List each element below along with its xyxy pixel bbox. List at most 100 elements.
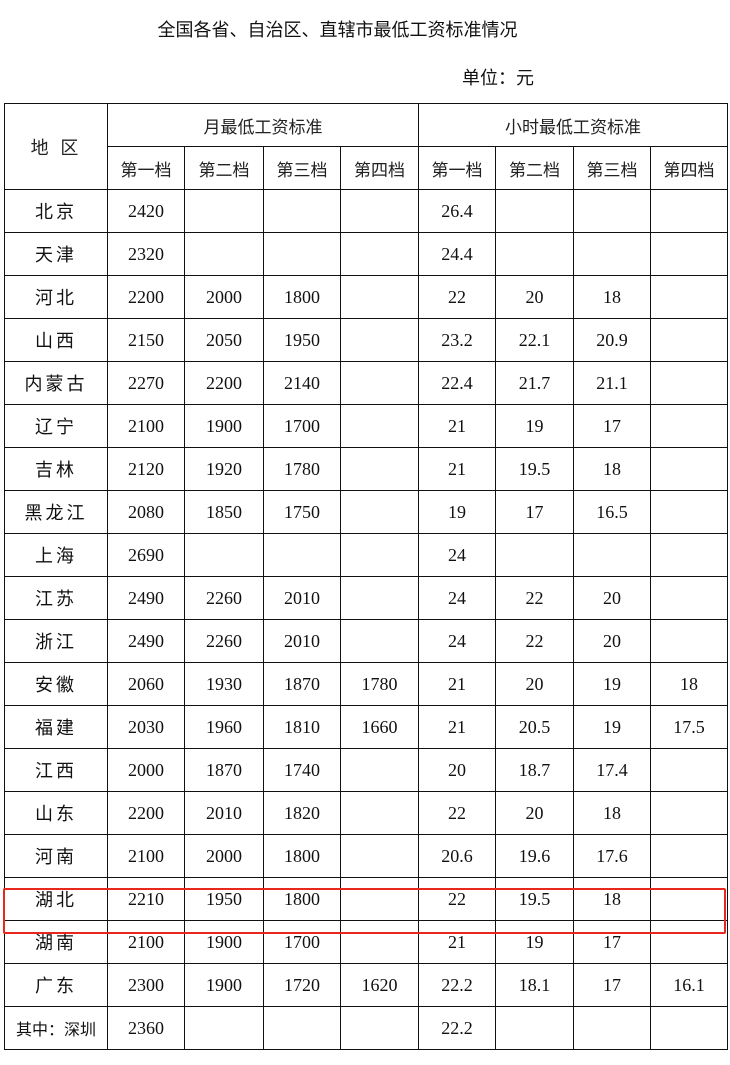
monthly-tier-4-cell — [340, 447, 419, 491]
region-cell: 福建 — [4, 705, 108, 749]
monthly-tier-2-cell: 1930 — [184, 662, 264, 706]
monthly-tier-3-cell — [263, 1006, 341, 1050]
region-cell: 浙江 — [4, 619, 108, 663]
table-row: 山东 2200 2010 1820 22 20 18 — [4, 791, 728, 835]
monthly-tier-3-header: 第三档 — [263, 146, 341, 190]
monthly-tier-3-cell: 1810 — [263, 705, 341, 749]
monthly-tier-4-cell — [340, 189, 419, 233]
hourly-tier-3-cell — [573, 232, 651, 276]
table-row: 浙江 2490 2260 2010 24 22 20 — [4, 619, 728, 663]
monthly-tier-1-cell: 2690 — [107, 533, 185, 577]
monthly-tier-4-cell — [340, 533, 419, 577]
hourly-tier-4-cell — [650, 1006, 728, 1050]
hourly-tier-4-cell — [650, 533, 728, 577]
monthly-tier-2-cell: 2260 — [184, 619, 264, 663]
hourly-tier-4-cell — [650, 275, 728, 319]
region-cell: 天津 — [4, 232, 108, 276]
monthly-tier-2-cell: 1900 — [184, 404, 264, 448]
monthly-tier-1-cell: 2120 — [107, 447, 185, 491]
hourly-tier-2-cell: 21.7 — [495, 361, 574, 405]
table-row: 北京 2420 26.4 — [4, 189, 728, 233]
table-row: 黑龙江 2080 1850 1750 19 17 16.5 — [4, 490, 728, 534]
region-cell: 广东 — [4, 963, 108, 1007]
monthly-tier-2-cell: 1900 — [184, 920, 264, 964]
hourly-tier-2-cell: 19.6 — [495, 834, 574, 878]
hourly-tier-2-cell: 22 — [495, 576, 574, 620]
region-cell: 江西 — [4, 748, 108, 792]
table-row: 吉林 2120 1920 1780 21 19.5 18 — [4, 447, 728, 491]
monthly-tier-4-header: 第四档 — [340, 146, 419, 190]
hourly-tier-2-cell: 18.7 — [495, 748, 574, 792]
monthly-tier-1-cell: 2210 — [107, 877, 185, 921]
monthly-tier-3-cell — [263, 232, 341, 276]
hourly-tier-4-cell — [650, 576, 728, 620]
monthly-tier-1-cell: 2000 — [107, 748, 185, 792]
monthly-tier-3-cell: 1740 — [263, 748, 341, 792]
monthly-tier-3-cell: 1820 — [263, 791, 341, 835]
hourly-tier-3-cell: 18 — [573, 791, 651, 835]
hourly-tier-2-cell: 20.5 — [495, 705, 574, 749]
hourly-tier-3-cell: 19 — [573, 662, 651, 706]
monthly-tier-2-cell: 1870 — [184, 748, 264, 792]
monthly-tier-4-cell: 1660 — [340, 705, 419, 749]
table-row: 河南 2100 2000 1800 20.6 19.6 17.6 — [4, 834, 728, 878]
monthly-tier-2-header: 第二档 — [184, 146, 264, 190]
monthly-tier-1-cell: 2420 — [107, 189, 185, 233]
hourly-tier-4-cell — [650, 619, 728, 663]
hourly-tier-3-cell — [573, 189, 651, 233]
hourly-tier-4-cell: 18 — [650, 662, 728, 706]
monthly-tier-2-cell: 2010 — [184, 791, 264, 835]
hourly-tier-4-cell — [650, 748, 728, 792]
monthly-tier-2-cell: 2260 — [184, 576, 264, 620]
region-cell: 河北 — [4, 275, 108, 319]
hourly-tier-1-cell: 26.4 — [418, 189, 496, 233]
table-row: 辽宁 2100 1900 1700 21 19 17 — [4, 404, 728, 448]
monthly-tier-2-cell: 1920 — [184, 447, 264, 491]
hourly-tier-3-cell: 17.4 — [573, 748, 651, 792]
table-row: 上海 2690 24 — [4, 533, 728, 577]
hourly-tier-1-cell: 24.4 — [418, 232, 496, 276]
monthly-tier-4-cell — [340, 1006, 419, 1050]
monthly-tier-2-cell: 2000 — [184, 834, 264, 878]
monthly-tier-3-cell: 1870 — [263, 662, 341, 706]
monthly-tier-3-cell: 1800 — [263, 877, 341, 921]
hourly-tier-4-header: 第四档 — [650, 146, 728, 190]
hourly-tier-4-cell — [650, 877, 728, 921]
region-cell: 湖北 — [4, 877, 108, 921]
hourly-tier-3-cell: 20 — [573, 619, 651, 663]
monthly-tier-4-cell — [340, 877, 419, 921]
hourly-tier-2-cell: 22 — [495, 619, 574, 663]
monthly-tier-4-cell — [340, 318, 419, 362]
hourly-tier-4-cell — [650, 232, 728, 276]
hourly-tier-3-cell: 18 — [573, 447, 651, 491]
hourly-tier-2-cell: 20 — [495, 275, 574, 319]
monthly-tier-4-cell — [340, 275, 419, 319]
hourly-tier-2-cell: 19.5 — [495, 877, 574, 921]
hourly-tier-2-cell — [495, 1006, 574, 1050]
monthly-tier-1-cell: 2080 — [107, 490, 185, 534]
monthly-tier-2-cell: 1950 — [184, 877, 264, 921]
region-cell: 黑龙江 — [4, 490, 108, 534]
monthly-tier-3-cell: 1700 — [263, 920, 341, 964]
monthly-tier-2-cell: 2000 — [184, 275, 264, 319]
hourly-tier-2-header: 第二档 — [495, 146, 574, 190]
hourly-tier-2-cell: 20 — [495, 791, 574, 835]
hourly-tier-2-cell — [495, 232, 574, 276]
monthly-tier-3-cell: 1950 — [263, 318, 341, 362]
hourly-tier-1-cell: 20.6 — [418, 834, 496, 878]
table-row: 江西 2000 1870 1740 20 18.7 17.4 — [4, 748, 728, 792]
hourly-tier-3-cell: 17 — [573, 920, 651, 964]
hourly-tier-3-cell: 17 — [573, 404, 651, 448]
monthly-tier-1-cell: 2150 — [107, 318, 185, 362]
monthly-tier-3-cell: 1700 — [263, 404, 341, 448]
hourly-tier-3-cell — [573, 533, 651, 577]
table-row: 内蒙古 2270 2200 2140 22.4 21.7 21.1 — [4, 361, 728, 405]
monthly-tier-4-cell — [340, 490, 419, 534]
table-row: 福建 2030 1960 1810 1660 21 20.5 19 17.5 — [4, 705, 728, 749]
hourly-tier-4-cell — [650, 791, 728, 835]
monthly-tier-4-cell — [340, 232, 419, 276]
region-header: 地 区 — [4, 103, 108, 190]
monthly-tier-1-header: 第一档 — [107, 146, 185, 190]
monthly-tier-3-cell: 1800 — [263, 275, 341, 319]
hourly-tier-4-cell — [650, 490, 728, 534]
